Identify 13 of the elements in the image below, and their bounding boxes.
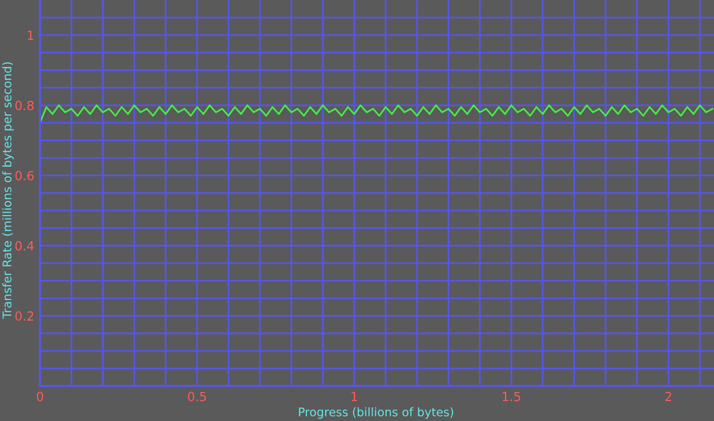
x-axis-title: Progress (billions of bytes) [299,407,454,419]
y-tick-label: 0.6 [15,170,34,180]
y-axis-title: Transfer Rate (millions of bytes per second) [2,62,14,319]
x-tick-label: 1.5 [502,392,520,402]
y-tick-label: 0.8 [15,100,34,110]
y-tick-label: 0.4 [15,241,34,251]
y-tick-label: 1 [28,30,34,40]
x-tick-label: 0 [36,392,44,402]
line-series [40,104,714,124]
y-tick-label: 0.2 [15,311,34,321]
x-tick-label: 2 [665,392,672,402]
x-tick-label: 1 [352,392,358,402]
x-tick-label: 0.5 [188,392,206,402]
